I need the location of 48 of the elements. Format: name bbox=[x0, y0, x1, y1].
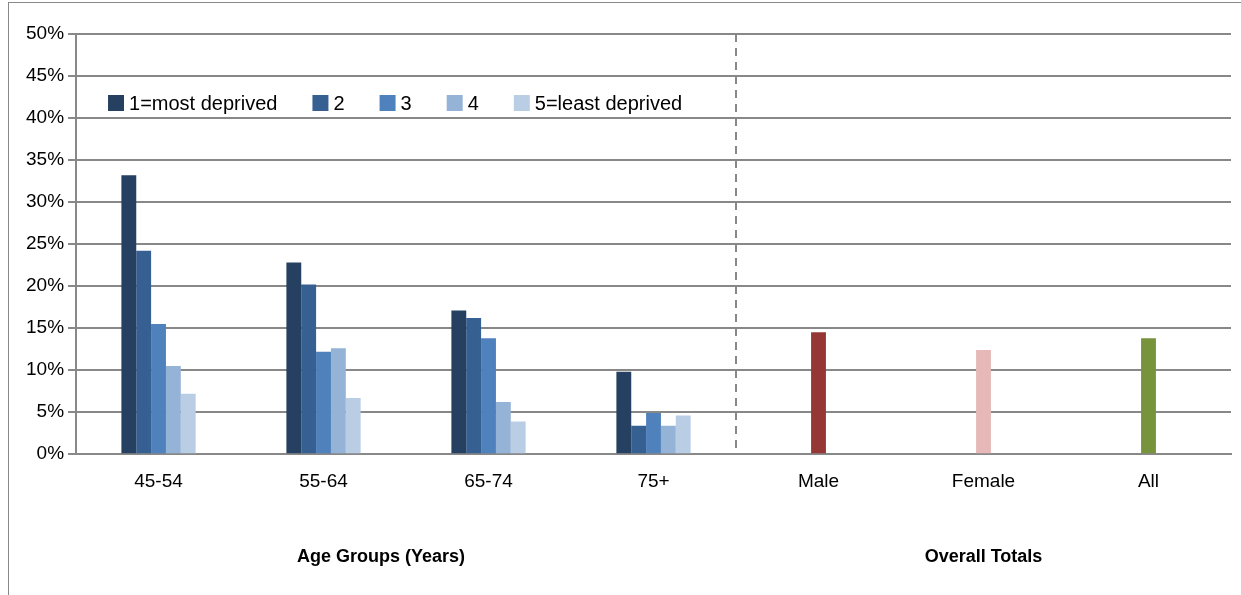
legend-label: 1=most deprived bbox=[129, 91, 278, 114]
bar bbox=[330, 348, 346, 454]
bar bbox=[180, 393, 196, 454]
bar bbox=[165, 365, 181, 454]
bar bbox=[151, 323, 166, 454]
legend-label: 5=least deprived bbox=[534, 91, 683, 114]
y-tick-label: 5% bbox=[36, 400, 65, 422]
bar bbox=[646, 413, 661, 454]
y-tick-label: 10% bbox=[26, 358, 65, 380]
legend-label: 4 bbox=[467, 91, 479, 114]
bar bbox=[616, 371, 632, 454]
y-tick-label: 0% bbox=[36, 442, 65, 464]
x-tick-label: All bbox=[1137, 469, 1160, 491]
x-axis-title: Age Groups (Years) bbox=[297, 545, 466, 566]
bar bbox=[121, 175, 137, 454]
y-tick-label: 45% bbox=[26, 64, 65, 86]
bar bbox=[466, 318, 482, 454]
bar bbox=[675, 415, 691, 454]
legend-label: 2 bbox=[333, 91, 345, 114]
bar bbox=[136, 250, 152, 454]
y-tick-label: 20% bbox=[26, 274, 65, 296]
y-tick-label: 40% bbox=[26, 106, 65, 128]
x-tick-label: Female bbox=[951, 469, 1016, 491]
y-tick-label: 35% bbox=[26, 148, 65, 170]
bar bbox=[976, 349, 991, 454]
text: Overall Totals bbox=[924, 545, 1043, 566]
bar bbox=[510, 421, 526, 454]
bar bbox=[1141, 338, 1156, 454]
y-tick-label: 25% bbox=[26, 232, 65, 254]
bar bbox=[286, 262, 302, 454]
bar bbox=[631, 425, 647, 454]
y-tick-label: 50% bbox=[26, 22, 65, 44]
bar bbox=[481, 338, 496, 454]
bar bbox=[451, 310, 467, 454]
x-tick-label: Male bbox=[797, 469, 840, 491]
bar bbox=[345, 397, 361, 454]
legend-label: 3 bbox=[400, 91, 412, 114]
x-tick-label: 75+ bbox=[637, 469, 670, 491]
y-tick-label: 15% bbox=[26, 316, 65, 338]
bar bbox=[660, 425, 676, 454]
x-tick-label: 55-64 bbox=[299, 469, 349, 491]
x-tick-label: 65-74 bbox=[464, 469, 514, 491]
x-tick-label: 45-54 bbox=[134, 469, 184, 491]
y-tick-label: 30% bbox=[26, 190, 65, 212]
bar bbox=[316, 351, 331, 454]
bar bbox=[495, 402, 511, 454]
bar bbox=[301, 284, 317, 454]
bar bbox=[811, 332, 826, 454]
